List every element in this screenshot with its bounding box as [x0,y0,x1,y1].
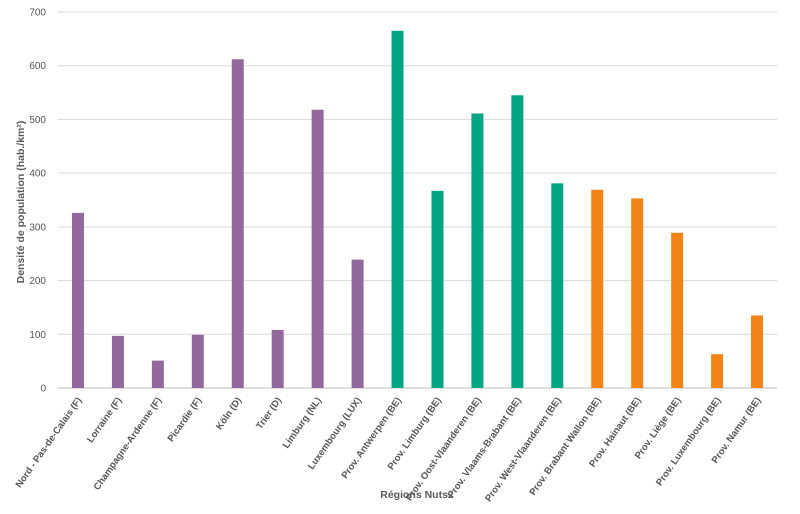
bar [351,259,364,388]
bar [311,109,324,388]
bar [151,360,164,388]
y-tick-label: 500 [29,115,46,126]
x-axis-categories: Nord - Pas-de-Calais (F) Lorraine (F)Cham… [14,395,764,504]
y-tick-label: 200 [29,276,46,287]
bar [431,190,444,388]
x-category-label: Nord - Pas-de-Calais (F) [14,395,85,490]
y-axis-ticks: 0 100 200 300 400 500 600 700 [29,8,46,395]
bar [551,183,564,388]
y-tick-label: 100 [29,330,46,341]
bar [751,315,764,388]
x-category-label: Champagne-Ardenne (F) [92,395,165,492]
x-category-label: Lorraine (F) [85,395,124,445]
bar [711,354,724,388]
x-category-label: Prov. Brabant Wallon (BE) [527,395,603,497]
bar [231,59,244,389]
bar [631,198,644,388]
gridlines [58,11,777,389]
y-axis-title: Densité de population (hab./km²) [15,121,27,284]
y-tick-label: 700 [29,8,46,19]
bar [191,334,204,388]
bar [591,189,604,388]
bars [71,30,764,389]
x-category-label: Picardie (F) [166,395,205,444]
bar [271,329,284,388]
x-category-label: Prov. Oost-Vlaanderen (BE) [404,395,484,503]
bar [671,232,684,388]
x-axis-title: Régions Nuts2 [380,489,454,501]
y-tick-label: 300 [29,222,46,233]
bar [511,95,524,388]
bar [71,212,84,388]
x-category-label: Limburg (NL) [281,395,324,450]
bar [391,30,404,389]
bar [471,113,484,389]
x-category-label: Prov. Vlaams-Brabant (BE) [446,395,524,500]
y-tick-label: 0 [40,384,46,395]
bar [111,335,124,388]
x-category-label: Trier (D) [254,395,284,431]
y-tick-label: 400 [29,169,46,180]
y-tick-label: 600 [29,61,46,72]
x-category-label: Köln (D) [214,395,244,432]
x-category-label: Prov. West-Vlaanderen (BE) [483,395,564,504]
